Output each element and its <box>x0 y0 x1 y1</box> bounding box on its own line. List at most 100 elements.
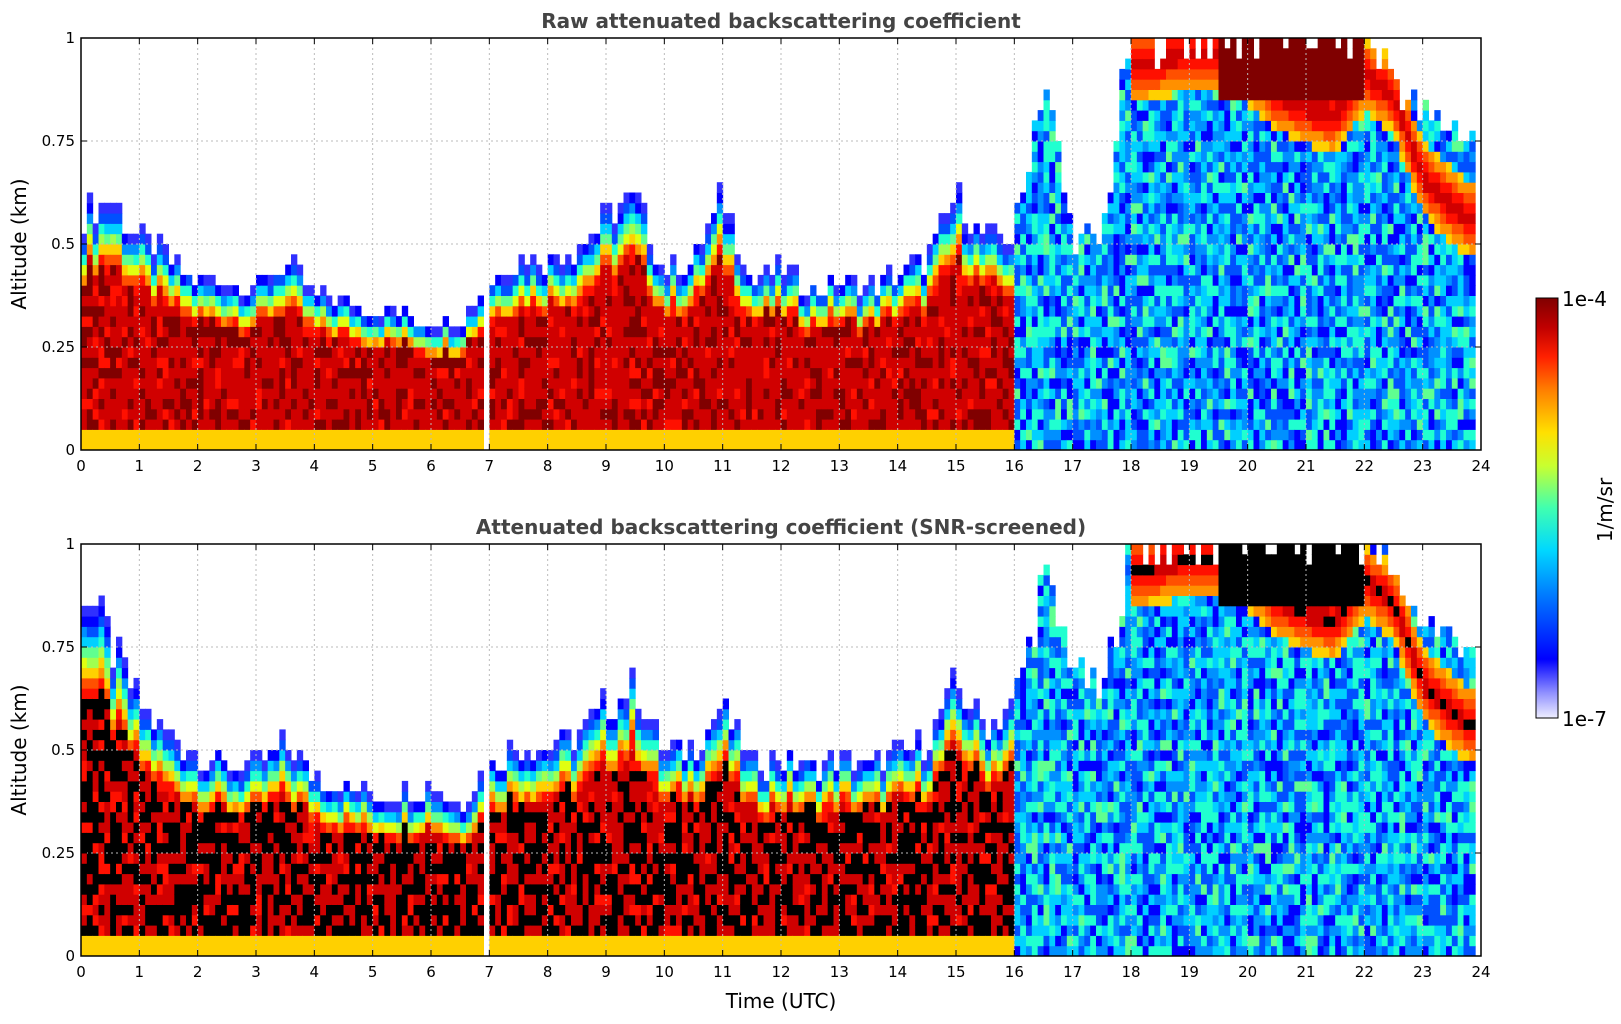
heatmap-cell-a <box>1206 89 1214 101</box>
heatmap-cell-a <box>734 305 741 317</box>
heatmap-cell-a <box>1166 377 1173 389</box>
heatmap-cell-a <box>886 326 893 338</box>
heatmap-cell-a <box>331 347 339 358</box>
heatmap-cell-a <box>331 388 339 399</box>
heatmap-cell-a <box>804 419 811 430</box>
heatmap-cell-a <box>1195 171 1202 183</box>
heatmap-cell-a <box>921 439 928 450</box>
heatmap-cell-a <box>501 326 508 338</box>
heatmap-cell-a <box>1346 223 1354 235</box>
heatmap-cell-a <box>635 316 642 327</box>
heatmap-cell-a <box>728 398 735 410</box>
heatmap-cell-a <box>629 439 636 450</box>
heatmap-cell-a <box>617 377 624 389</box>
heatmap-cell-a <box>798 408 805 420</box>
heatmap-cell-a <box>991 388 998 399</box>
heatmap-cell-a <box>1323 408 1330 420</box>
heatmap-cell-a <box>1294 357 1301 369</box>
heatmap-cell-a <box>845 305 852 317</box>
heatmap-cell-a <box>162 367 169 379</box>
heatmap-cell-a <box>1084 264 1091 276</box>
heatmap-cell-a <box>1317 38 1324 49</box>
heatmap-cell-a <box>909 274 916 286</box>
heatmap-cell-a <box>256 336 263 348</box>
heatmap-cell-a <box>232 408 239 420</box>
heatmap-cell-a <box>1271 357 1278 369</box>
heatmap-cell-a <box>786 295 794 307</box>
heatmap-cell-a <box>664 377 671 389</box>
heatmap-cell-a <box>238 336 245 348</box>
heatmap-cell-a <box>466 419 473 430</box>
heatmap-cell-a <box>845 285 852 296</box>
heatmap-cell-a <box>1195 305 1202 317</box>
heatmap-cell-a <box>1259 264 1266 276</box>
heatmap-cell-a <box>961 336 969 348</box>
heatmap-cell-a <box>1136 120 1144 132</box>
heatmap-cell-a <box>256 357 263 369</box>
heatmap-cell-a <box>1241 398 1249 410</box>
heatmap-cell-a <box>1341 336 1348 348</box>
heatmap-cell-a <box>1125 192 1132 204</box>
heatmap-cell-a <box>600 367 607 379</box>
heatmap-cell-a <box>1084 357 1091 369</box>
heatmap-cell-a <box>1329 398 1336 410</box>
heatmap-cell-a <box>740 336 747 348</box>
heatmap-cell-a <box>804 398 811 410</box>
heatmap-cell-a <box>162 388 169 399</box>
heatmap-cell-a <box>1218 223 1225 235</box>
heatmap-cell-a <box>1236 233 1243 245</box>
heatmap-cell-a <box>279 398 286 410</box>
heatmap-cell-a <box>256 377 263 389</box>
heatmap-cell-a <box>1125 202 1132 214</box>
heatmap-cell-a <box>1358 285 1365 296</box>
heatmap-cell-a <box>1125 264 1132 276</box>
heatmap-cell-a <box>1241 151 1249 163</box>
heatmap-cell-a <box>967 305 974 317</box>
heatmap-cell-a <box>1119 398 1126 410</box>
heatmap-cell-a <box>401 377 409 389</box>
heatmap-cell-a <box>1166 295 1173 307</box>
heatmap-cell-a <box>611 223 619 235</box>
heatmap-cell-a <box>489 326 496 338</box>
heatmap-cell-a <box>127 367 134 379</box>
heatmap-cell-a <box>851 398 858 410</box>
heatmap-cell-a <box>1142 233 1149 245</box>
heatmap-cell-a <box>296 305 304 317</box>
heatmap-cell-a <box>932 305 939 317</box>
heatmap-cell-a <box>781 419 788 430</box>
heatmap-cell-a <box>816 316 823 327</box>
heatmap-cell-a <box>1142 264 1149 276</box>
heatmap-cell-a <box>1160 130 1167 142</box>
heatmap-cell-a <box>810 398 817 410</box>
heatmap-cell-a <box>1119 130 1126 142</box>
heatmap-cell-a <box>1294 305 1301 317</box>
heatmap-cell-a <box>1154 367 1161 379</box>
heatmap-cell-a <box>221 285 228 296</box>
heatmap-cell-a <box>746 347 753 358</box>
heatmap-cell-a <box>681 398 689 410</box>
heatmap-cell-a <box>401 439 409 450</box>
heatmap-cell-a <box>86 336 94 348</box>
heatmap-cell-a <box>1358 295 1365 307</box>
heatmap-cell-a <box>1341 89 1348 101</box>
heatmap-cell-a <box>86 254 94 266</box>
heatmap-cell-a <box>1271 120 1278 132</box>
heatmap-cell-a <box>897 305 904 317</box>
heatmap-cell-a <box>1119 79 1126 90</box>
heatmap-cell-a <box>1014 223 1021 235</box>
heatmap-cell-a <box>693 439 700 450</box>
heatmap-cell-a <box>996 336 1004 348</box>
heatmap-cell-a <box>1329 182 1336 193</box>
heatmap-cell-a <box>261 285 269 296</box>
heatmap-cell-a <box>1329 326 1336 338</box>
heatmap-cell-a <box>162 285 169 296</box>
heatmap-cell-a <box>1142 110 1149 121</box>
heatmap-cell-a <box>903 367 910 379</box>
heatmap-cell-a <box>1183 79 1190 90</box>
heatmap-cell-a <box>1154 285 1161 296</box>
heatmap-cell-a <box>810 439 817 450</box>
heatmap-cell-a <box>792 377 799 389</box>
heatmap-cell-a <box>1288 79 1295 90</box>
heatmap-cell-a <box>792 398 799 410</box>
heatmap-cell-a <box>594 274 601 286</box>
